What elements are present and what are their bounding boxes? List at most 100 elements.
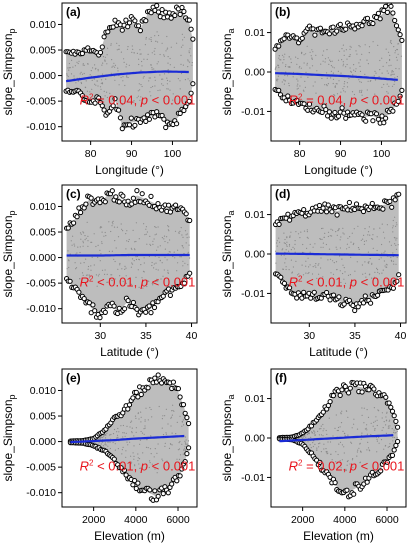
data-point xyxy=(128,115,134,121)
data-point xyxy=(351,459,354,461)
data-point xyxy=(111,221,113,223)
data-point xyxy=(330,77,332,79)
data-point xyxy=(179,466,185,472)
data-point xyxy=(138,58,140,60)
data-point xyxy=(92,67,94,69)
data-point xyxy=(154,226,156,228)
plot-area xyxy=(272,3,405,126)
y-tick-label: 0.00 xyxy=(245,249,266,261)
data-point xyxy=(350,256,352,258)
data-point xyxy=(278,237,280,239)
data-point xyxy=(344,487,350,493)
data-point xyxy=(106,96,108,99)
data-point xyxy=(397,43,399,45)
data-point xyxy=(343,468,345,470)
data-point xyxy=(165,432,167,434)
annotation-p-text: < 0.001 xyxy=(148,274,195,289)
data-point xyxy=(276,80,278,82)
data-point xyxy=(100,226,103,228)
data-point xyxy=(396,256,398,258)
data-point xyxy=(344,433,346,435)
data-point xyxy=(393,418,399,424)
data-point xyxy=(154,468,156,470)
annotation-r2-text: = 0.04, xyxy=(93,92,140,107)
data-point xyxy=(390,244,392,246)
data-point xyxy=(170,417,172,419)
data-point xyxy=(85,80,87,82)
data-point xyxy=(103,435,105,437)
data-point xyxy=(138,63,140,66)
x-tick-label: 6000 xyxy=(375,514,399,526)
data-point xyxy=(122,80,124,82)
data-point xyxy=(101,436,103,439)
data-point xyxy=(119,280,121,282)
data-point xyxy=(363,234,365,236)
plot-frame xyxy=(61,368,198,508)
data-point xyxy=(131,427,133,429)
data-point xyxy=(126,63,128,65)
data-point xyxy=(374,428,376,430)
data-point xyxy=(314,265,316,267)
data-point xyxy=(379,69,381,71)
data-point xyxy=(143,271,145,273)
data-point xyxy=(360,300,367,306)
data-point xyxy=(370,422,372,424)
data-point xyxy=(340,91,342,93)
data-point xyxy=(184,262,186,264)
data-point xyxy=(400,55,402,57)
data-point xyxy=(376,267,378,269)
data-point xyxy=(380,439,383,441)
data-point xyxy=(330,272,332,274)
data-point xyxy=(368,52,370,54)
data-point xyxy=(342,65,344,67)
data-point xyxy=(337,70,339,72)
data-point xyxy=(316,277,318,279)
data-point xyxy=(346,199,352,206)
data-point xyxy=(343,233,345,235)
data-point xyxy=(110,230,112,233)
data-point xyxy=(375,10,381,16)
data-point xyxy=(156,278,158,280)
data-point xyxy=(180,227,182,229)
data-point xyxy=(176,42,178,44)
data-point xyxy=(389,419,391,421)
data-point xyxy=(332,82,334,85)
data-point xyxy=(357,449,359,451)
data-point xyxy=(297,80,299,82)
data-point xyxy=(172,409,174,412)
data-point xyxy=(66,73,68,75)
data-point xyxy=(381,272,383,274)
data-point xyxy=(91,256,93,258)
data-point xyxy=(185,234,187,236)
annotation-p: p xyxy=(140,458,148,473)
panel-label: (f) xyxy=(275,371,287,385)
data-point xyxy=(178,458,181,460)
data-point xyxy=(114,66,116,68)
data-point xyxy=(131,45,133,47)
x-axis-title: Longitude (°) xyxy=(304,163,373,177)
data-point xyxy=(360,438,362,440)
data-point xyxy=(112,433,115,435)
data-point xyxy=(139,53,141,55)
data-point xyxy=(390,74,392,76)
data-point xyxy=(100,88,102,90)
data-point xyxy=(284,74,286,76)
data-point xyxy=(110,274,112,276)
data-point xyxy=(130,455,132,457)
data-point xyxy=(106,54,108,56)
y-axis-title-subscript: a xyxy=(226,210,236,215)
data-point xyxy=(125,432,127,434)
data-point xyxy=(378,410,380,412)
data-point xyxy=(169,239,171,241)
data-point xyxy=(110,72,112,74)
y-axis-title-main: slope_Simpson xyxy=(1,215,15,297)
data-point xyxy=(345,49,347,51)
data-point xyxy=(179,415,181,417)
data-point xyxy=(297,437,299,440)
data-point xyxy=(297,274,299,276)
data-point xyxy=(79,251,81,254)
data-point xyxy=(143,58,145,60)
data-point xyxy=(95,245,97,248)
data-point xyxy=(157,443,159,445)
